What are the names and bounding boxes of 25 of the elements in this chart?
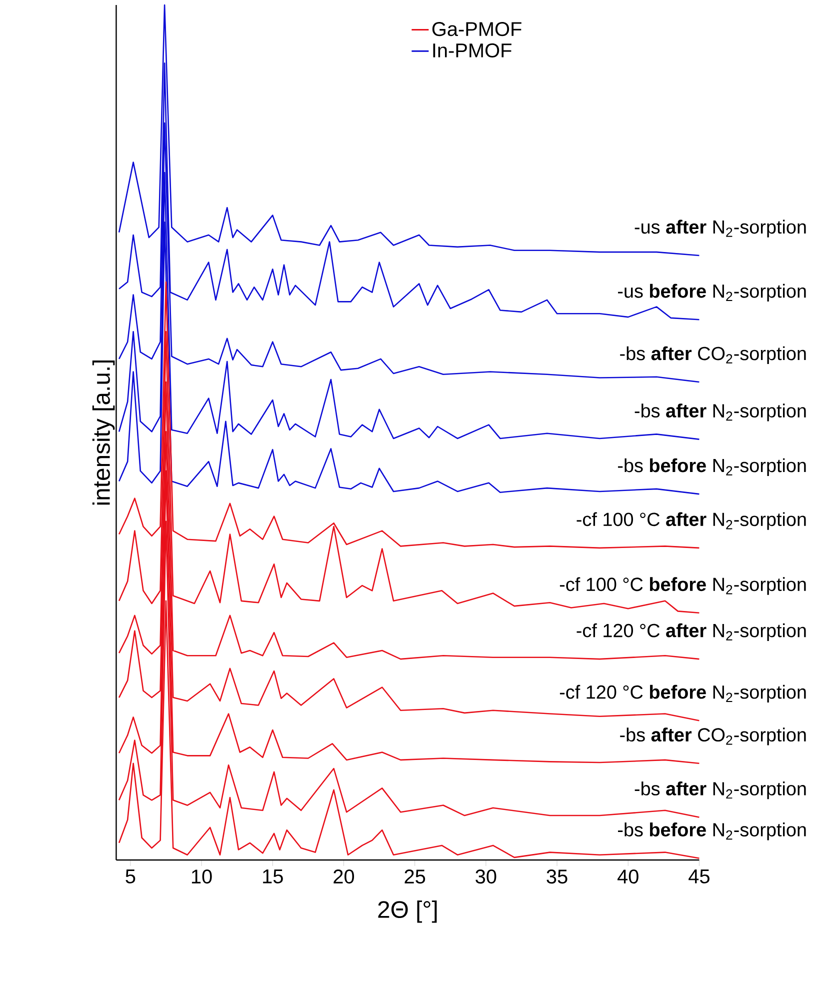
series-label: -bs after CO$_{2}$-sorption: [620, 346, 806, 364]
x-tick-label: 30: [476, 870, 496, 884]
series-label: -bs before N$_{2}$-sorption: [618, 458, 806, 476]
annotation: In-PMOF: [433, 43, 512, 58]
x-tick-label: 5: [126, 870, 136, 884]
series-label: -cf 100 °C after N$_{2}$-sorption: [576, 512, 806, 530]
x-axis-title: 2Θ [°]: [378, 900, 437, 923]
x-tick-label: 25: [404, 870, 425, 884]
annotation: Ga-PMOF: [432, 22, 522, 36]
series-label: -bs after N$_{2}$-sorption: [634, 404, 806, 422]
series-label: -bs before N$_{2}$-sorption: [618, 822, 806, 840]
x-tick-label: 15: [262, 870, 283, 884]
series-label: -us after N$_{2}$-sorption: [634, 220, 806, 238]
x-tick-label: 20: [334, 870, 354, 884]
series-label: -bs after CO$_{2}$-sorption: [620, 728, 806, 746]
series-label: -cf 100 °C before N$_{2}$-sorption: [560, 577, 806, 595]
x-tick-label: 40: [617, 870, 638, 884]
series-label: -cf 120 °C before N$_{2}$-sorption: [560, 684, 806, 703]
series-label: -bs after N$_{2}$-sorption: [634, 782, 806, 800]
x-tick-label: 10: [192, 870, 212, 884]
series-label: -cf 120 °C after N$_{2}$-sorption: [576, 623, 806, 641]
x-tick-label: 45: [688, 870, 710, 884]
y-axis-title: intensity [a.u.]: [92, 360, 115, 505]
series-label: -us before N$_{2}$-sorption: [618, 284, 806, 302]
x-tick-label: 35: [546, 870, 568, 884]
